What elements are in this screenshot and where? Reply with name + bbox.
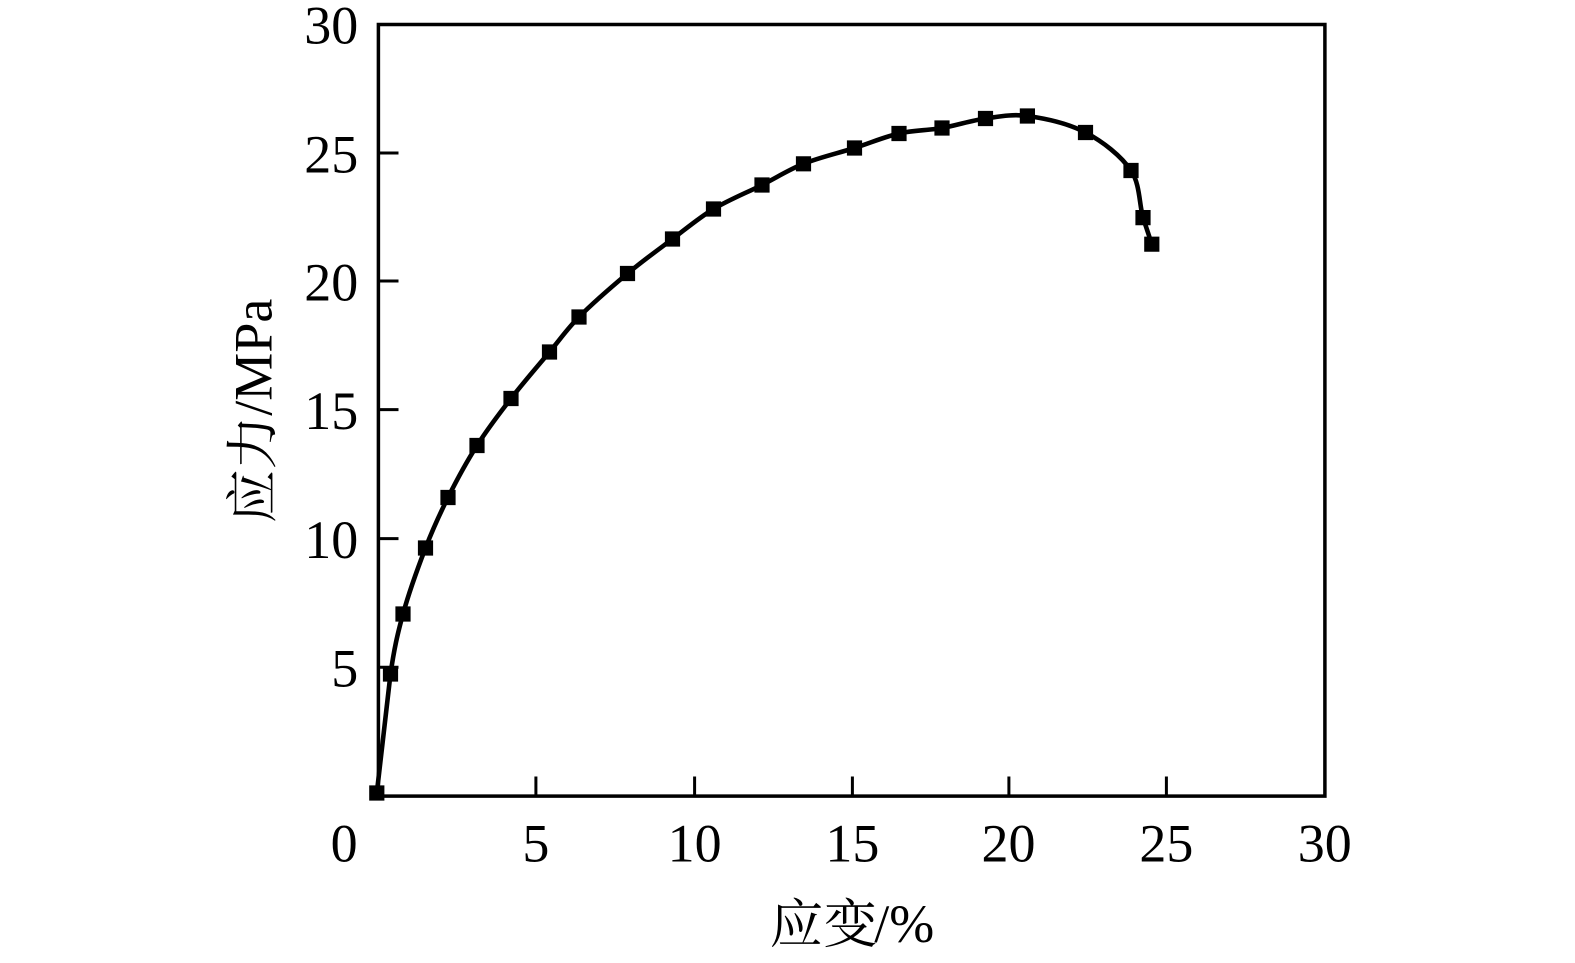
svg-text:10: 10 bbox=[668, 813, 722, 873]
svg-text:/MPa: /MPa bbox=[223, 299, 283, 416]
svg-text:20: 20 bbox=[304, 252, 358, 312]
svg-text:/%: /% bbox=[874, 894, 934, 954]
svg-text:10: 10 bbox=[304, 510, 358, 570]
svg-text:30: 30 bbox=[1298, 813, 1352, 873]
svg-text:25: 25 bbox=[304, 124, 358, 184]
svg-text:25: 25 bbox=[1139, 813, 1193, 873]
svg-text:20: 20 bbox=[982, 813, 1036, 873]
svg-text:15: 15 bbox=[304, 381, 358, 441]
svg-text:15: 15 bbox=[825, 813, 879, 873]
svg-text:30: 30 bbox=[304, 0, 358, 56]
svg-text:5: 5 bbox=[331, 639, 358, 699]
svg-text:0: 0 bbox=[331, 813, 358, 873]
svg-text:5: 5 bbox=[522, 813, 549, 873]
